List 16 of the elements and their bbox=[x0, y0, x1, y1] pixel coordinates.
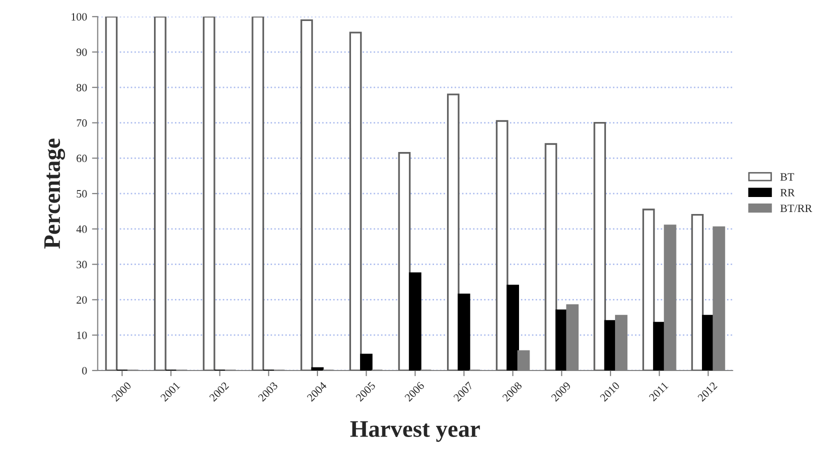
y-tick-label: 20 bbox=[76, 296, 87, 304]
legend-label: RR bbox=[780, 188, 795, 196]
y-tick-label: 100 bbox=[72, 13, 87, 21]
legend-label: BT/RR bbox=[780, 204, 812, 212]
legend-label: BT bbox=[780, 173, 794, 181]
y-tick-label: 10 bbox=[77, 332, 87, 340]
x-axis-title: Harvest year bbox=[350, 421, 480, 442]
y-tick-label: 60 bbox=[76, 154, 87, 162]
y-tick-label: 50 bbox=[76, 190, 87, 198]
y-tick-label: 30 bbox=[76, 260, 87, 268]
y-tick-label: 80 bbox=[76, 84, 87, 92]
y-tick-label: 70 bbox=[76, 119, 87, 127]
y-tick-label: 40 bbox=[76, 225, 87, 233]
y-axis-title: Percentage bbox=[44, 138, 66, 249]
y-tick-label: 90 bbox=[76, 48, 87, 56]
y-tick-label: 0 bbox=[82, 366, 87, 374]
